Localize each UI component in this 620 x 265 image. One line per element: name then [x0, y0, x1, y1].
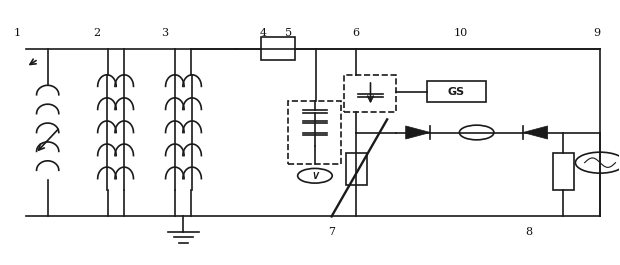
Text: 6: 6: [353, 28, 360, 38]
Text: V: V: [312, 172, 318, 181]
Text: 10: 10: [454, 28, 468, 38]
Bar: [344, 75, 396, 112]
Text: 8: 8: [526, 227, 533, 237]
Text: 4: 4: [260, 28, 267, 38]
Text: 9: 9: [593, 28, 601, 38]
Bar: [552, 153, 574, 190]
Bar: [260, 37, 294, 60]
Text: 5: 5: [285, 28, 292, 38]
Text: 3: 3: [161, 28, 169, 38]
Polygon shape: [405, 126, 430, 139]
Text: 1: 1: [13, 28, 20, 38]
Polygon shape: [523, 126, 547, 139]
Bar: [288, 101, 341, 164]
Text: 2: 2: [94, 28, 100, 38]
Bar: [346, 153, 367, 185]
Text: GS: GS: [448, 87, 465, 97]
Text: 7: 7: [328, 227, 335, 237]
Bar: [427, 81, 486, 102]
